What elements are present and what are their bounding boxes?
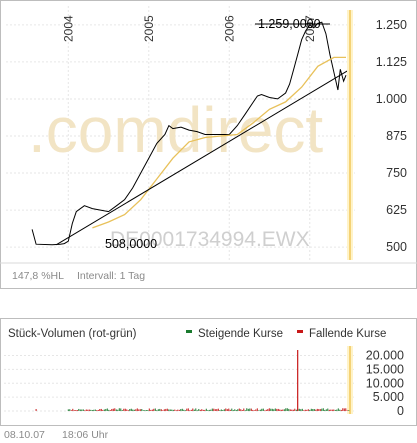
legend-rising-swatch: [186, 330, 192, 333]
x-tick-labels: 20032004200520062007: [61, 15, 317, 42]
y-tick-label: 875: [386, 129, 407, 143]
footer-date: 08.10.07: [4, 429, 45, 441]
y-tick-label: 1.000: [376, 92, 407, 106]
x-tick-label: 2005: [142, 15, 156, 42]
volume-y-tick-label: 5.000: [373, 390, 404, 404]
y-tick-label: 500: [386, 240, 407, 254]
price-lines: [31, 21, 351, 246]
watermark-isin: DE0001734994.EWX: [110, 228, 310, 251]
y-tick-labels: 1.250 1.125 1.000 875 750 625 500: [376, 18, 407, 254]
x-tick-label: 2006: [222, 15, 236, 42]
performance-label: 147,8 %HL: [12, 270, 64, 282]
y-tick-label: 1.250: [376, 18, 407, 32]
watermark-logo: .comdirect: [28, 94, 323, 166]
moving-average-line: [92, 56, 346, 229]
y-tick-label: 750: [386, 166, 407, 180]
volume-y-tick-label: 15.000: [366, 362, 404, 376]
y-tick-label: 625: [386, 203, 407, 217]
footer-time: 18:06 Uhr: [62, 429, 109, 441]
volume-y-tick-label: 20.000: [366, 349, 404, 363]
high-annotation: 1.259,0000: [258, 17, 321, 31]
volume-y-tick-label: 0: [397, 404, 404, 418]
trend-line: [55, 68, 351, 246]
low-annotation: 508,0000: [105, 237, 157, 251]
volume-y-tick-label: 10.000: [366, 376, 404, 390]
legend-rising-label: Steigende Kurse: [198, 328, 283, 340]
legend-falling-swatch: [297, 330, 303, 333]
x-tick-label: 2004: [61, 15, 75, 42]
legend-falling-label: Fallende Kurse: [309, 328, 386, 340]
interval-label: Intervall: 1 Tag: [77, 270, 145, 282]
price-line: [31, 21, 347, 246]
volume-title: Stück-Volumen (rot-grün): [8, 328, 137, 340]
y-tick-label: 1.125: [376, 55, 407, 69]
x-tick-label: 2007: [303, 15, 317, 42]
volume-bars: [35, 350, 350, 411]
